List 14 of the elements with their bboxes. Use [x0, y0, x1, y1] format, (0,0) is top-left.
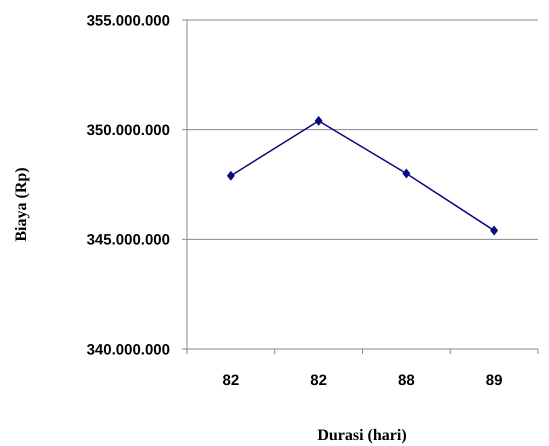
x-tick-label: 82 — [222, 372, 240, 389]
point — [226, 170, 235, 181]
x-axis-title: Durasi (hari) — [317, 427, 407, 444]
y-tick-label: 350.000.000 — [86, 122, 170, 139]
x-tick-label: 82 — [310, 372, 327, 389]
point — [402, 168, 410, 179]
x-tick-label: 88 — [398, 372, 415, 389]
y-tick-label: 340.000.000 — [86, 341, 170, 358]
y-tick-label: 345.000.000 — [86, 232, 170, 249]
y-tick-label: 355.000.000 — [86, 12, 170, 30]
point — [314, 116, 323, 126]
point — [490, 226, 498, 236]
x-tick-label: 89 — [486, 372, 502, 389]
y-axis-title: Biaya (Rp) — [13, 167, 30, 242]
